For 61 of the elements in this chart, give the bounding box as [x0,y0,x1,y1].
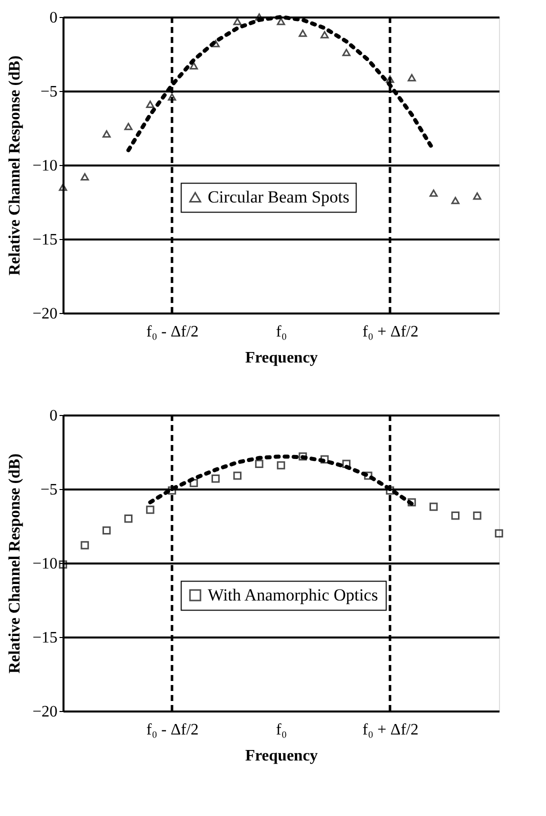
point [255,460,264,468]
point [451,512,460,520]
point [473,512,482,520]
point [168,93,176,101]
point [233,472,242,480]
y-tick-label: 0 [50,10,58,26]
point [124,122,133,130]
y-axis-title: Relative Channel Response (dB) [6,453,24,674]
point [124,514,133,523]
point [320,455,329,464]
point [473,192,482,200]
point [386,486,394,495]
y-tick-label: −10 [32,556,58,572]
y-tick-label: −15 [32,630,58,646]
point [102,130,111,138]
point [146,506,154,514]
point [233,18,242,26]
point [211,40,220,48]
y-tick-label: −20 [32,704,58,720]
legend-label: With Anamorphic Optics [208,585,378,604]
point [494,529,504,538]
x-tick-label: f₀ - Δf/2 [146,722,199,738]
point [386,76,394,83]
point [146,100,154,108]
y-tick-label: 0 [50,408,58,424]
y-axis-title: Relative Channel Response (dB) [6,55,24,276]
x-tick-label: f₀ [276,324,287,340]
point [429,189,438,197]
point [190,62,198,70]
point [168,486,176,495]
y-tick-label: −10 [32,158,58,174]
point [276,18,286,26]
point [80,173,89,180]
point [211,474,220,483]
point [298,452,307,461]
x-tick-label: f₀ [276,722,287,738]
point [429,502,438,511]
point [80,541,89,550]
x-tick-label: f₀ + Δf/2 [362,722,418,738]
point [102,526,111,535]
point [342,460,351,468]
x-tick-label: f₀ + Δf/2 [362,324,418,340]
point [451,196,460,204]
point [364,472,372,480]
x-axis-title: Frequency [245,748,318,764]
legend-label: Circular Beam Spots [208,187,350,206]
x-tick-label: f₀ - Δf/2 [146,324,199,340]
point [276,461,286,470]
y-tick-label: −5 [40,482,58,498]
y-tick-label: −5 [40,84,58,100]
x-axis-title: Frequency [245,350,318,366]
point [408,74,416,82]
y-tick-label: −15 [32,232,58,248]
point [190,478,198,488]
point [320,31,329,38]
point [342,48,351,56]
point [58,560,68,569]
y-tick-label: −20 [32,306,58,322]
point [298,30,307,37]
point [58,184,68,191]
point [408,498,416,506]
